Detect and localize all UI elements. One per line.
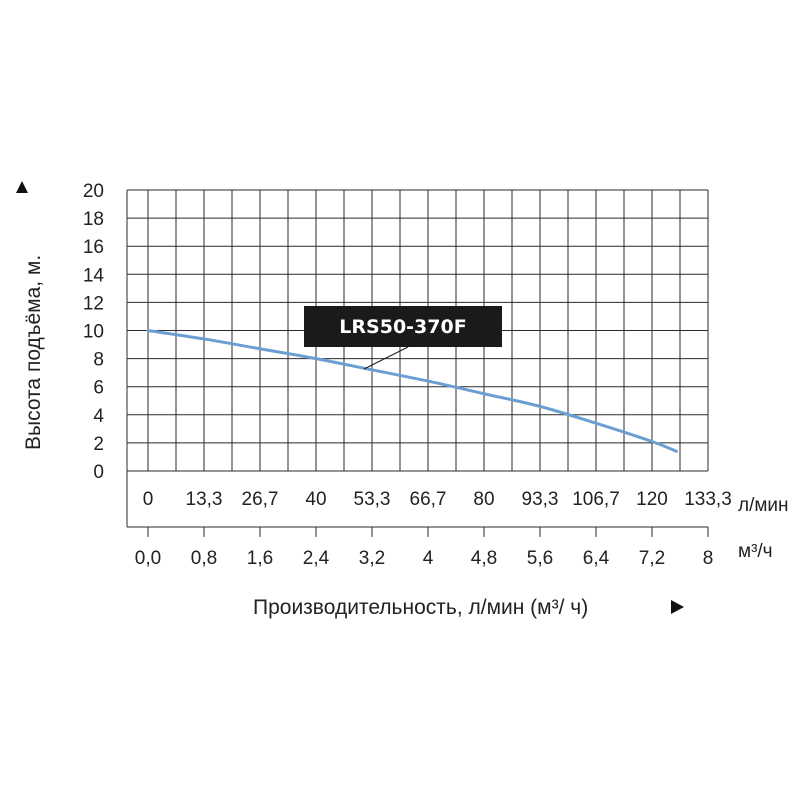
y-tick-label: 10 <box>83 322 104 343</box>
x-axis-primary-ticks: 0 13,3 26,7 40 53,3 66,7 80 93,3 106,7 120 133,3 <box>143 489 732 510</box>
y-tick-label: 8 <box>93 350 104 371</box>
y-tick-label: 16 <box>83 237 104 258</box>
x-secondary-tick-label: 6,4 <box>583 548 610 569</box>
x-secondary-tick-label: 0,8 <box>191 548 217 569</box>
y-tick-label: 14 <box>83 265 105 286</box>
x-primary-tick-label: 93,3 <box>522 489 559 510</box>
y-tick-label: 6 <box>93 378 104 399</box>
y-axis-title: Высота подъёма, м. <box>16 181 45 450</box>
callout-leader-line <box>363 346 409 370</box>
series-callout: LRS50-370F <box>304 306 502 370</box>
y-tick-label: 0 <box>93 462 104 483</box>
x-primary-tick-label: 80 <box>473 489 494 510</box>
x-secondary-tick-label: 5,6 <box>527 548 553 569</box>
x-axis-title-text: Производительность, л/мин (м³/ ч) <box>253 596 588 619</box>
y-axis-ticks: 0 2 4 6 8 10 12 14 16 18 20 <box>83 181 105 483</box>
x-primary-tick-label: 0 <box>143 489 154 510</box>
x-primary-tick-label: 26,7 <box>242 489 279 510</box>
x-primary-tick-label: 13,3 <box>186 489 223 510</box>
x-axis-secondary-unit: м³/ч <box>738 541 773 562</box>
x-secondary-tick-label: 4 <box>423 548 434 569</box>
series-layer <box>146 329 678 453</box>
x-secondary-tick-label: 7,2 <box>639 548 665 569</box>
x-primary-tick-label: 66,7 <box>410 489 447 510</box>
y-tick-label: 20 <box>83 181 104 202</box>
x-primary-tick-label: 133,3 <box>684 489 732 510</box>
x-secondary-tick-label: 4,8 <box>471 548 497 569</box>
y-tick-label: 4 <box>93 406 104 427</box>
up-arrow-icon <box>16 181 28 193</box>
series-label: LRS50-370F <box>339 316 466 338</box>
x-primary-tick-label: 53,3 <box>354 489 391 510</box>
x-axis-title: Производительность, л/мин (м³/ ч) <box>253 596 684 619</box>
x-primary-tick-label: 106,7 <box>572 489 620 510</box>
x-secondary-tick-label: 1,6 <box>247 548 273 569</box>
series-line <box>146 329 678 453</box>
chart-frame <box>126 190 708 528</box>
x-secondary-tick-label: 3,2 <box>359 548 385 569</box>
x-secondary-tick-label: 0,0 <box>135 548 161 569</box>
x-secondary-tick-label: 2,4 <box>303 548 330 569</box>
x-primary-tick-label: 120 <box>636 489 668 510</box>
y-axis-title-text: Высота подъёма, м. <box>22 255 45 450</box>
y-tick-label: 12 <box>83 293 104 314</box>
x-axis-primary-unit: л/мин <box>738 495 789 516</box>
x-secondary-tick-label: 8 <box>703 548 714 569</box>
x-axis-secondary-ticks: 0,0 0,8 1,6 2,4 3,2 4 4,8 5,6 6,4 7,2 8 <box>135 527 714 569</box>
right-arrow-icon <box>671 600 684 614</box>
callout-box <box>304 306 502 347</box>
y-tick-label: 18 <box>83 209 104 230</box>
y-tick-label: 2 <box>93 434 104 455</box>
x-primary-tick-label: 40 <box>305 489 326 510</box>
